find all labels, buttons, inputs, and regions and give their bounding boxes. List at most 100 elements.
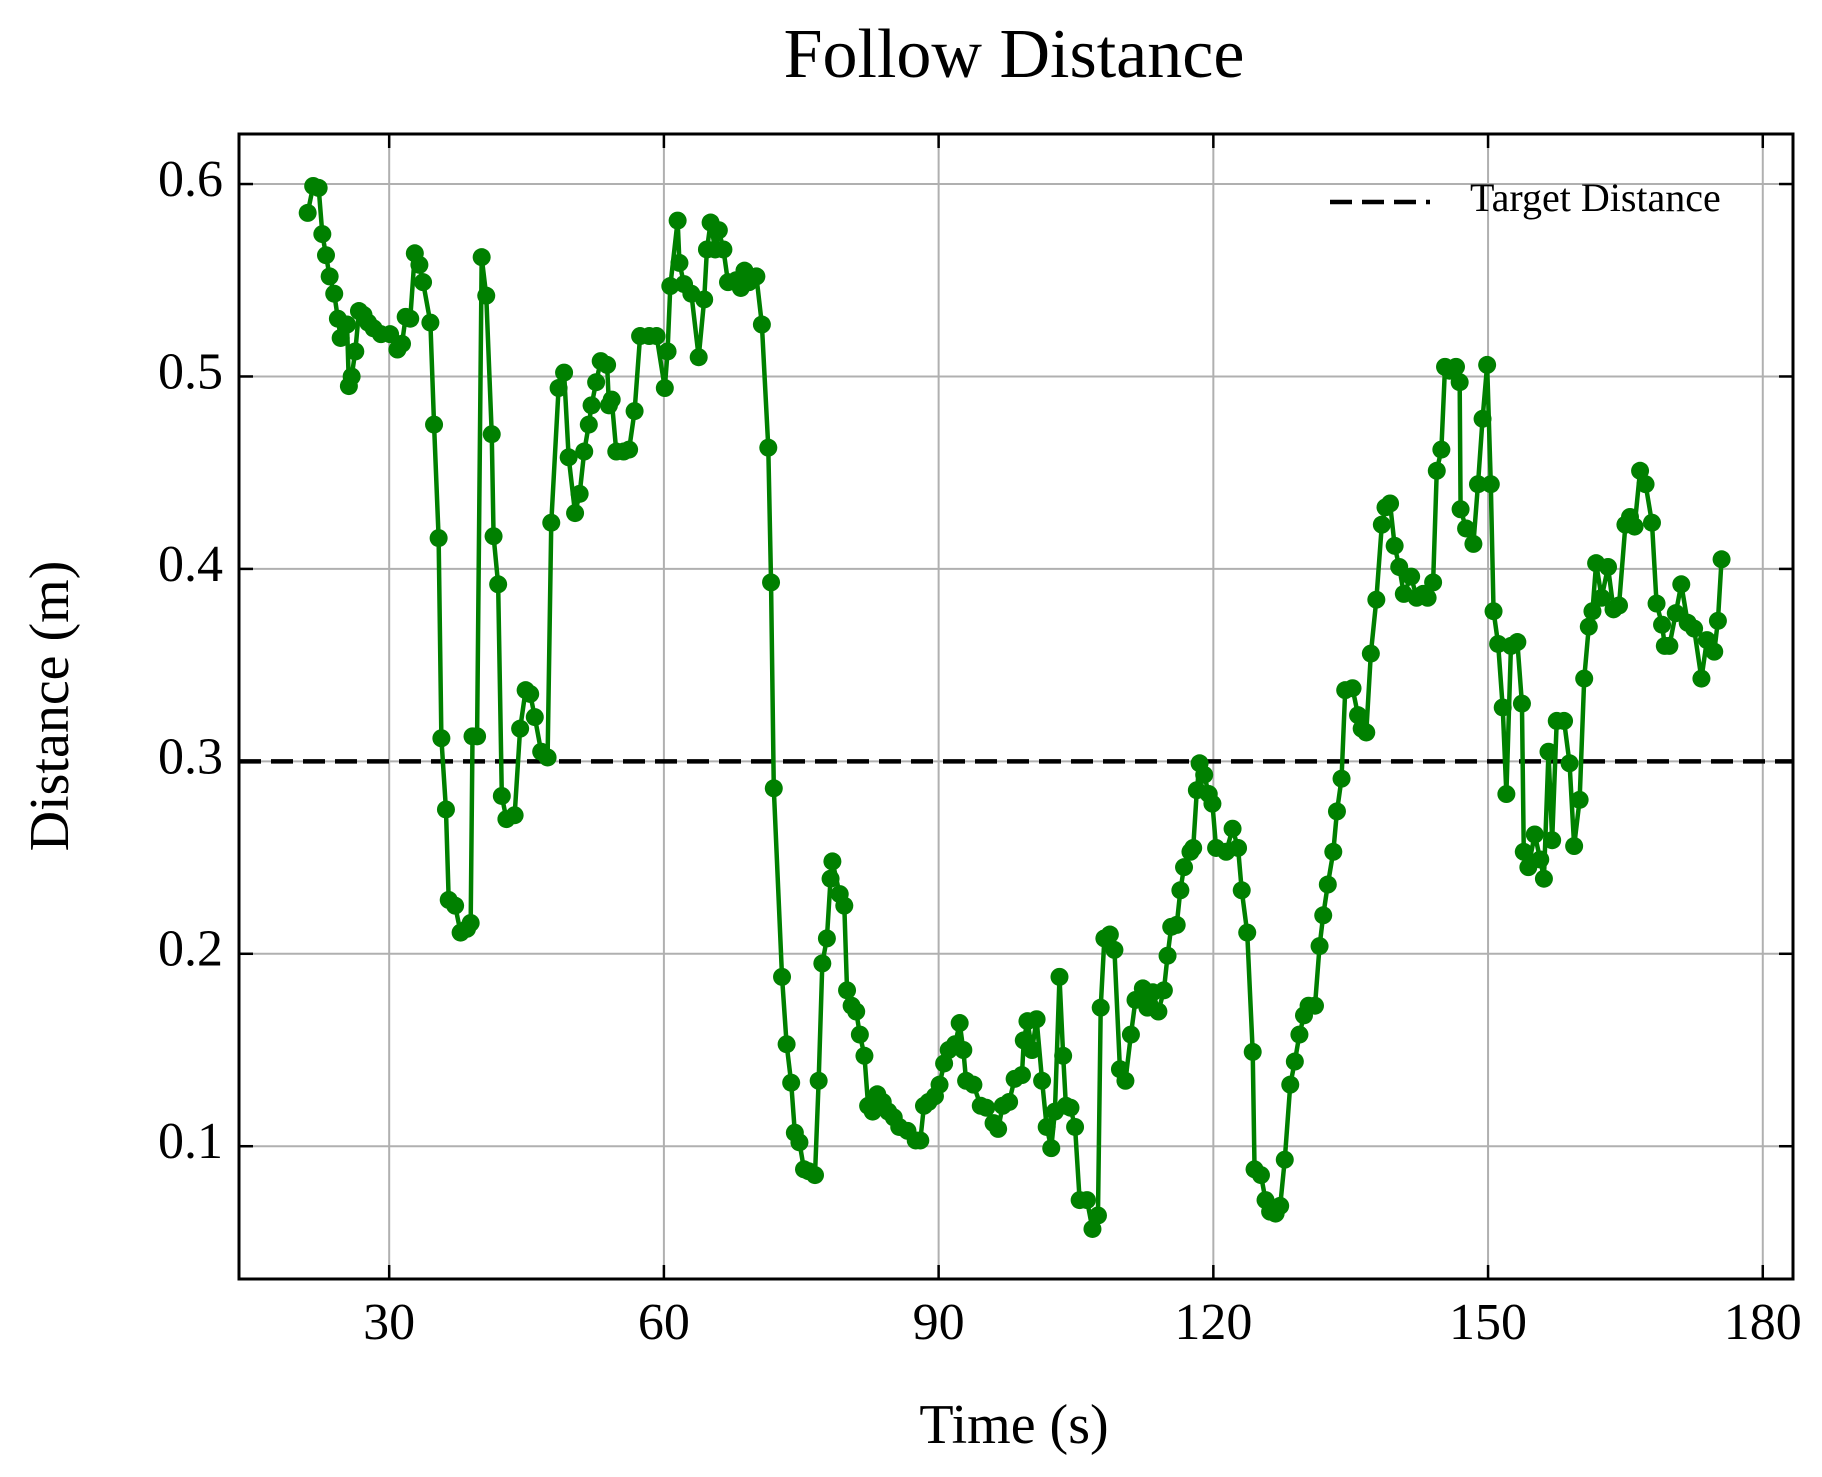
data-point bbox=[1314, 906, 1333, 925]
data-point bbox=[782, 1073, 801, 1092]
data-point bbox=[1418, 588, 1437, 607]
data-point bbox=[1473, 409, 1492, 428]
data-point bbox=[381, 325, 400, 344]
data-point bbox=[1083, 1219, 1102, 1238]
data-point bbox=[823, 852, 842, 871]
x-tick-label: 60 bbox=[638, 1294, 690, 1351]
data-point bbox=[338, 315, 357, 334]
data-point bbox=[468, 727, 487, 746]
data-point bbox=[1195, 765, 1214, 784]
data-point bbox=[668, 211, 687, 230]
data-point bbox=[1636, 475, 1655, 494]
data-point bbox=[436, 800, 455, 819]
data-point bbox=[1251, 1166, 1270, 1185]
data-point bbox=[813, 954, 832, 973]
data-point bbox=[838, 981, 857, 1000]
data-point bbox=[421, 313, 440, 332]
data-point bbox=[790, 1133, 809, 1152]
data-point bbox=[1514, 842, 1533, 861]
data-point bbox=[410, 255, 429, 274]
data-point bbox=[709, 221, 728, 240]
data-point bbox=[1232, 881, 1251, 900]
data-point bbox=[521, 684, 540, 703]
data-point bbox=[489, 575, 508, 594]
data-point bbox=[1367, 590, 1386, 609]
data-point bbox=[582, 396, 601, 415]
data-point bbox=[1275, 1150, 1294, 1169]
data-point bbox=[1432, 440, 1451, 459]
data-point bbox=[1592, 588, 1611, 607]
data-point bbox=[1054, 1046, 1073, 1065]
data-point bbox=[309, 178, 328, 197]
data-point bbox=[566, 504, 585, 523]
plot-area bbox=[239, 176, 1793, 1238]
axes-frame bbox=[237, 132, 1795, 1281]
data-point bbox=[1653, 615, 1672, 634]
data-point bbox=[425, 415, 444, 434]
data-point bbox=[1599, 557, 1618, 576]
data-point bbox=[346, 342, 365, 361]
data-point bbox=[1077, 1191, 1096, 1210]
data-point bbox=[655, 379, 674, 398]
data-point bbox=[461, 913, 480, 932]
data-point bbox=[1464, 534, 1483, 553]
data-point bbox=[1666, 604, 1685, 623]
data-point bbox=[620, 440, 639, 459]
data-point bbox=[1223, 819, 1242, 838]
data-point bbox=[658, 342, 677, 361]
data-point bbox=[762, 573, 781, 592]
data-point bbox=[1642, 513, 1661, 532]
data-point bbox=[989, 1119, 1008, 1138]
data-point bbox=[1158, 946, 1177, 965]
data-point bbox=[1310, 937, 1329, 956]
y-tick-label: 0.4 bbox=[158, 536, 223, 593]
data-point bbox=[1091, 998, 1110, 1017]
data-point bbox=[1579, 617, 1598, 636]
data-point bbox=[1012, 1066, 1031, 1085]
data-point bbox=[1171, 881, 1190, 900]
data-point bbox=[1497, 785, 1516, 804]
data-point bbox=[1349, 706, 1368, 725]
data-point bbox=[1512, 694, 1531, 713]
y-axis-label: Distance (m) bbox=[19, 561, 81, 852]
data-point bbox=[570, 484, 589, 503]
data-point bbox=[1468, 475, 1487, 494]
data-point bbox=[1451, 500, 1470, 519]
y-tick-label: 0.2 bbox=[158, 921, 223, 978]
data-point bbox=[1570, 790, 1589, 809]
x-tick-label: 180 bbox=[1724, 1294, 1802, 1351]
data-point bbox=[393, 334, 412, 353]
data-point bbox=[1692, 669, 1711, 688]
data-point bbox=[1685, 619, 1704, 638]
data-point bbox=[835, 896, 854, 915]
data-point bbox=[670, 253, 689, 272]
data-point bbox=[809, 1071, 828, 1090]
data-point bbox=[714, 240, 733, 259]
data-point bbox=[598, 355, 617, 374]
data-point bbox=[1385, 536, 1404, 555]
data-point bbox=[331, 328, 350, 347]
data-point bbox=[1050, 967, 1069, 986]
data-point bbox=[1121, 1025, 1140, 1044]
data-point bbox=[1154, 981, 1173, 1000]
data-point bbox=[1357, 723, 1376, 742]
data-point bbox=[1116, 1071, 1135, 1090]
data-point bbox=[689, 348, 708, 367]
data-point bbox=[764, 779, 783, 798]
data-point bbox=[1712, 550, 1731, 569]
data-point bbox=[1066, 1117, 1085, 1136]
data-point bbox=[1000, 1092, 1019, 1111]
y-tick-label: 0.1 bbox=[158, 1113, 223, 1170]
data-point bbox=[1450, 373, 1469, 392]
data-point bbox=[472, 248, 491, 267]
data-point bbox=[446, 896, 465, 915]
data-point bbox=[505, 806, 524, 825]
data-point bbox=[1565, 837, 1584, 856]
data-point bbox=[661, 277, 680, 296]
data-point bbox=[342, 367, 361, 386]
data-point bbox=[484, 527, 503, 546]
data-point bbox=[1167, 915, 1186, 934]
data-point bbox=[911, 1131, 930, 1150]
data-point bbox=[1708, 611, 1727, 630]
data-point bbox=[511, 719, 530, 738]
